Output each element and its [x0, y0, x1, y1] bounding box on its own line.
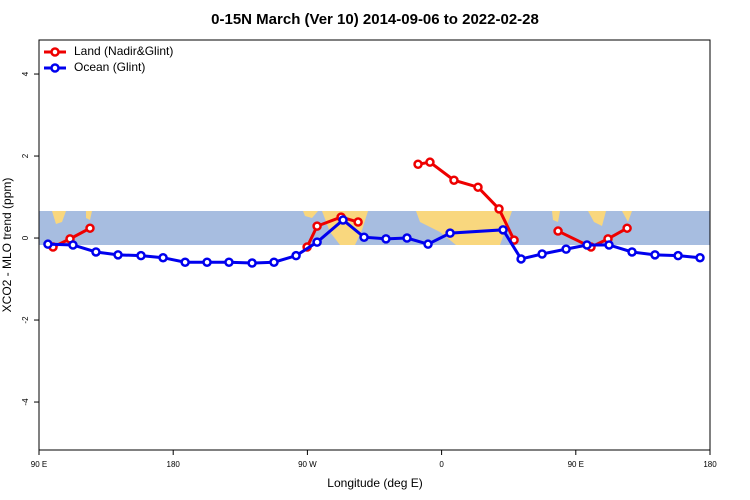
data-point	[445, 228, 455, 238]
data-point	[423, 239, 433, 249]
data-point	[516, 254, 526, 264]
data-point	[224, 257, 234, 267]
y-axis-label: XCO2 - MLO trend (ppm)	[0, 178, 14, 313]
chart-title: 0-15N March (Ver 10) 2014-09-06 to 2022-…	[211, 11, 539, 28]
data-point	[582, 240, 592, 250]
x-tick-label: 90 E	[31, 460, 47, 469]
y-tick-label: 4	[21, 71, 30, 76]
y-tick-label: -2	[21, 316, 30, 324]
data-point	[312, 221, 322, 231]
legend-marker	[50, 47, 60, 57]
data-point	[673, 250, 683, 261]
x-tick-label: 90 E	[568, 460, 584, 469]
x-tick-label: 180	[703, 460, 717, 469]
data-point	[136, 250, 146, 261]
data-point	[381, 234, 391, 244]
x-tick-label: 180	[167, 460, 181, 469]
data-point	[202, 257, 212, 267]
data-point	[43, 239, 53, 249]
data-point	[622, 223, 632, 233]
data-point	[113, 250, 123, 260]
data-point	[695, 252, 705, 263]
y-tick-label: -4	[21, 398, 30, 406]
plot-frame	[38, 39, 711, 451]
data-point	[449, 175, 459, 185]
x-axis-label: Longitude (deg E)	[327, 476, 422, 490]
data-point	[359, 232, 369, 242]
legend-label: Land (Nadir&Glint)	[74, 44, 173, 58]
x-tick-label: 90 W	[298, 460, 317, 469]
data-point	[402, 233, 412, 243]
data-point	[158, 252, 168, 263]
data-point	[561, 244, 571, 254]
y-tick-label: 0	[21, 235, 30, 240]
data-point	[247, 258, 257, 268]
data-point	[291, 250, 301, 261]
legend-marker	[50, 63, 60, 73]
data-point	[604, 240, 614, 250]
legend-label: Ocean (Glint)	[74, 60, 145, 74]
data-point	[68, 240, 78, 250]
data-point	[473, 182, 483, 192]
data-point	[338, 215, 348, 225]
data-point	[537, 249, 547, 259]
data-point	[650, 250, 660, 260]
data-point	[353, 217, 363, 227]
data-point	[269, 257, 279, 267]
data-point	[91, 247, 101, 257]
data-point	[413, 159, 423, 169]
data-point	[498, 225, 508, 235]
y-tick-label: 2	[21, 153, 30, 158]
data-point	[312, 237, 322, 247]
data-point	[494, 204, 504, 214]
x-tick-label: 0	[439, 460, 444, 469]
data-point	[425, 157, 435, 167]
data-point	[180, 257, 190, 267]
land-shapes	[52, 211, 632, 245]
data-point	[553, 226, 563, 236]
data-point	[627, 247, 637, 257]
data-point	[85, 223, 95, 233]
